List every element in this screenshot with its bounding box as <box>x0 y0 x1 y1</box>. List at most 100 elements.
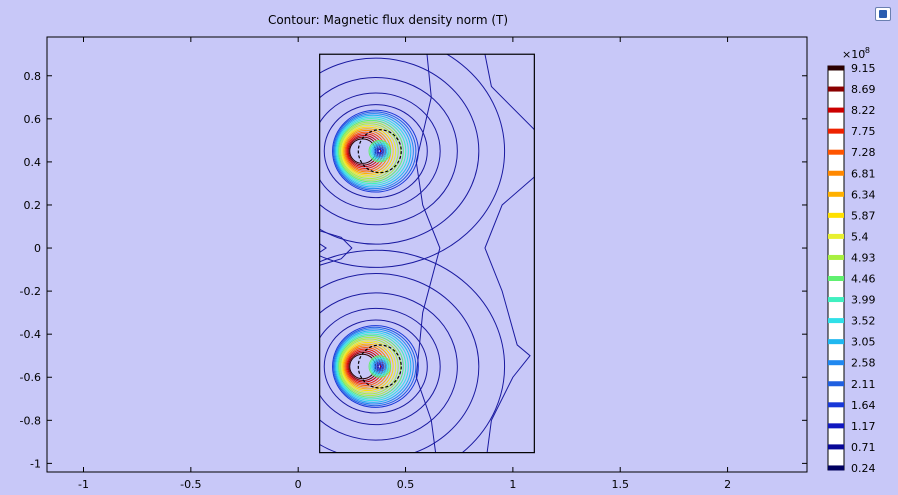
colorbar-level-label: 2.58 <box>851 357 876 370</box>
colorbar-swatch <box>828 212 844 218</box>
domain-boundary <box>319 53 535 454</box>
contour-line <box>377 148 382 154</box>
colorbar-level-label: 8.22 <box>851 104 876 117</box>
colorbar-level-label: 4.93 <box>851 251 876 264</box>
colorbar-swatch <box>828 128 844 134</box>
colorbar-swatch <box>828 381 844 387</box>
y-tick-label: -0.4 <box>20 328 41 341</box>
contour-line <box>323 104 428 199</box>
colorbar-level-label: 6.81 <box>851 167 876 180</box>
y-tick-label: 0.4 <box>24 156 42 169</box>
contour-line <box>337 118 407 185</box>
colorbar-swatch <box>828 318 844 324</box>
contour-line <box>372 359 388 374</box>
contour-line <box>334 113 414 190</box>
contour-line <box>335 114 412 188</box>
x-tick-label: -1 <box>78 478 89 491</box>
colorbar-level-label: 1.17 <box>851 420 876 433</box>
x-tick-label: 2 <box>724 478 731 491</box>
contour-line <box>484 54 535 130</box>
colorbar-swatch <box>828 107 844 113</box>
colorbar-level-label: 3.99 <box>851 294 876 307</box>
contour-line <box>332 325 419 408</box>
colorbar-swatch <box>828 86 844 92</box>
contour-line <box>371 357 389 376</box>
y-tick-label: -0.2 <box>20 285 41 298</box>
colorbar-level-label: 4.46 <box>851 273 876 286</box>
contour-line <box>371 142 389 160</box>
contour-line <box>368 139 392 163</box>
y-tick-label: 0 <box>34 242 41 255</box>
x-tick-label: 1 <box>509 478 516 491</box>
colorbar-swatch <box>828 339 844 345</box>
colorbar-swatch <box>828 297 844 303</box>
export-image-icon[interactable] <box>875 7 891 21</box>
contour-line <box>372 143 388 159</box>
colorbar-swatch <box>828 276 844 281</box>
contour-line <box>338 335 404 398</box>
y-tick-label: 0.8 <box>24 70 42 83</box>
colorbar-swatch <box>828 402 844 408</box>
contour-line <box>319 77 458 226</box>
colorbar-level-label: 5.4 <box>851 230 869 243</box>
colorbar-swatch <box>828 444 844 450</box>
plot-frame <box>46 36 808 473</box>
contour-line <box>373 360 386 373</box>
contour-line <box>376 362 384 370</box>
y-tick-label: 0.2 <box>24 199 42 212</box>
colorbar-level-label: 7.75 <box>851 125 876 138</box>
colorbar-swatch <box>828 170 844 176</box>
colorbar-level-label: 3.52 <box>851 315 876 328</box>
contour-line <box>484 176 535 453</box>
colorbar-level-label: 0.24 <box>851 462 876 475</box>
colorbar-level-label: 9.15 <box>851 62 876 75</box>
contour-line <box>323 319 428 414</box>
colorbar-level-label: 7.28 <box>851 146 876 159</box>
colorbar-swatch <box>828 233 844 239</box>
contour-line <box>377 364 382 369</box>
colorbar-swatch <box>828 65 844 71</box>
contour-line <box>347 350 382 383</box>
colorbar-exponent: -8 <box>862 46 870 55</box>
contour-line <box>319 57 480 245</box>
colorbar-level-label: 3.05 <box>851 336 876 349</box>
x-tick-label: 0.5 <box>397 478 415 491</box>
contour-line <box>376 147 384 155</box>
contour-line <box>319 307 441 426</box>
contour-line <box>373 145 386 158</box>
contour-line <box>348 136 379 166</box>
colorbar-multiplier: ×10 <box>842 48 865 61</box>
x-tick-label: 1.5 <box>611 478 629 491</box>
contour-line <box>369 141 390 162</box>
contour-line <box>336 331 409 402</box>
contour-line <box>319 272 480 453</box>
conductor-boundary <box>357 129 402 174</box>
conductor-boundary <box>357 344 402 389</box>
contour-line <box>333 326 417 407</box>
colorbar-swatch <box>828 423 844 429</box>
y-tick-label: 0.6 <box>24 113 42 126</box>
contour-line <box>334 328 414 405</box>
contour-line <box>335 330 412 403</box>
x-tick-label: -0.5 <box>180 478 201 491</box>
colorbar-swatch <box>828 149 844 155</box>
x-tick-label: 0 <box>295 478 302 491</box>
colorbar-level-label: 8.69 <box>851 83 876 96</box>
colorbar-swatch <box>828 360 844 366</box>
contour-line <box>340 123 399 180</box>
contour-line <box>337 333 407 400</box>
contour-line <box>338 119 404 183</box>
contour-line <box>415 54 441 453</box>
contour-line <box>339 336 402 397</box>
contour-line <box>319 54 506 268</box>
y-tick-label: -0.8 <box>20 414 41 427</box>
contour-line <box>341 124 397 178</box>
contour-line <box>368 355 392 378</box>
contour-line <box>348 352 379 381</box>
colorbar-level-label: 6.34 <box>851 188 876 201</box>
contour-line <box>374 361 385 372</box>
contour-line <box>342 126 394 176</box>
contour-line <box>341 340 397 393</box>
colorbar-frame <box>827 65 845 471</box>
colorbar-swatch <box>828 465 844 471</box>
